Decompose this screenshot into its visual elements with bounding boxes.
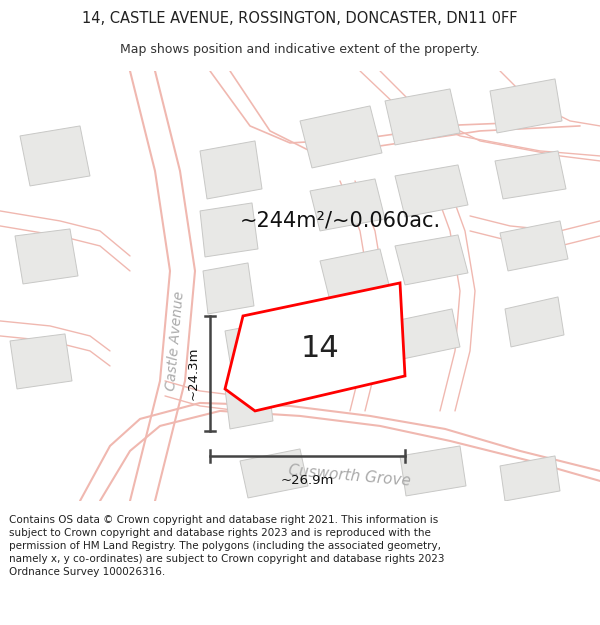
Text: ~244m²/~0.060ac.: ~244m²/~0.060ac. (239, 211, 440, 231)
Polygon shape (500, 221, 568, 271)
Polygon shape (225, 323, 275, 374)
Polygon shape (240, 449, 308, 498)
Polygon shape (200, 141, 262, 199)
Text: Castle Avenue: Castle Avenue (164, 291, 187, 391)
Polygon shape (495, 151, 566, 199)
Polygon shape (10, 334, 72, 389)
Polygon shape (203, 263, 254, 314)
Polygon shape (15, 229, 78, 284)
Polygon shape (400, 446, 466, 496)
Polygon shape (20, 126, 90, 186)
Text: 14, CASTLE AVENUE, ROSSINGTON, DONCASTER, DN11 0FF: 14, CASTLE AVENUE, ROSSINGTON, DONCASTER… (82, 11, 518, 26)
Polygon shape (395, 165, 468, 217)
Polygon shape (310, 179, 385, 231)
Polygon shape (395, 309, 460, 359)
Polygon shape (330, 323, 393, 374)
Text: Cusworth Grove: Cusworth Grove (288, 463, 412, 489)
Text: ~26.9m: ~26.9m (281, 474, 334, 487)
Polygon shape (200, 203, 258, 257)
Text: Contains OS data © Crown copyright and database right 2021. This information is
: Contains OS data © Crown copyright and d… (9, 515, 445, 578)
Polygon shape (395, 235, 468, 285)
Text: 14: 14 (301, 334, 340, 363)
Polygon shape (385, 89, 460, 145)
Polygon shape (505, 297, 564, 347)
Text: Map shows position and indicative extent of the property.: Map shows position and indicative extent… (120, 44, 480, 56)
Polygon shape (500, 456, 560, 501)
Text: ~24.3m: ~24.3m (187, 347, 200, 400)
Polygon shape (320, 249, 390, 301)
Polygon shape (225, 381, 273, 429)
Polygon shape (300, 106, 382, 168)
Polygon shape (490, 79, 562, 133)
Polygon shape (225, 283, 405, 411)
